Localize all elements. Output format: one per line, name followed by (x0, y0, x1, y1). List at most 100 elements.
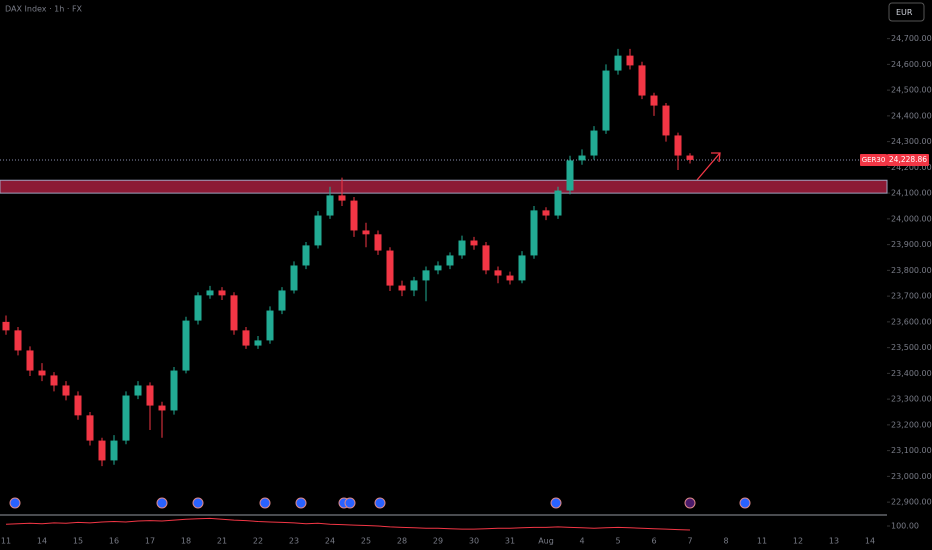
candle-body (470, 240, 478, 246)
arrow-annotation (696, 152, 721, 181)
candle-body (242, 330, 250, 346)
event-icon[interactable] (374, 497, 386, 509)
candle-body (338, 195, 346, 201)
candle-body (554, 190, 562, 216)
currency-button[interactable] (888, 2, 925, 22)
y-tick-label: 24,500.00 (891, 86, 932, 95)
candle-body (74, 395, 82, 416)
candle-body (62, 385, 70, 396)
event-icon[interactable] (739, 497, 751, 509)
candle-body (494, 270, 502, 276)
symbol-badge (860, 153, 887, 166)
candle-body (14, 330, 22, 351)
candle-body (530, 210, 538, 256)
candle-body (422, 270, 430, 281)
x-tick-label: 24 (325, 537, 335, 546)
event-icon[interactable] (684, 497, 696, 509)
candle-body (590, 130, 598, 156)
x-tick-label: 23 (289, 537, 299, 546)
candle-body (542, 210, 550, 216)
x-tick-label: 15 (73, 537, 83, 546)
symbol-label: GER30 (862, 156, 886, 164)
x-tick-label: 31 (505, 537, 515, 546)
y-tick-label: 23,700.00 (891, 292, 932, 301)
y-tick-label: 23,000.00 (891, 472, 932, 481)
candle-body (218, 290, 226, 296)
candle-body (122, 395, 130, 441)
candle-body (314, 215, 322, 246)
candle-body (254, 340, 262, 346)
x-tick-label: 21 (217, 537, 227, 546)
candle-body (410, 280, 418, 291)
candle-body (674, 135, 682, 156)
candle-body (458, 240, 466, 256)
y-tick-label: 22,900.00 (891, 498, 932, 507)
indicator-line (5, 517, 691, 531)
candle-body (170, 370, 178, 411)
candle-body (434, 265, 442, 271)
candle-body (638, 65, 646, 96)
x-tick-label: 25 (361, 537, 371, 546)
candle-body (194, 295, 202, 321)
candle-body (362, 230, 370, 235)
event-icon[interactable] (156, 497, 168, 509)
candle-body (686, 155, 694, 160)
candle-body (650, 95, 658, 106)
y-tick-label: 23,100.00 (891, 446, 932, 455)
event-icon[interactable] (550, 497, 562, 509)
x-tick-label: 30 (469, 537, 479, 546)
candle-body (146, 385, 154, 406)
y-tick-label: 24,700.00 (891, 34, 932, 43)
candle-body (626, 55, 634, 66)
event-icon[interactable] (344, 497, 356, 509)
candle-body (374, 234, 382, 251)
event-icon[interactable] (259, 497, 271, 509)
y-tick-label: 23,200.00 (891, 420, 932, 429)
candle-body (614, 55, 622, 71)
y-tick-label: 23,400.00 (891, 369, 932, 378)
event-icon[interactable] (9, 497, 21, 509)
y-tick-label: 23,900.00 (891, 240, 932, 249)
x-tick-label: 14 (37, 537, 47, 546)
candle-body (266, 310, 274, 341)
x-tick-label: 5 (615, 537, 620, 546)
x-tick-label: 8 (723, 537, 728, 546)
event-icon[interactable] (192, 497, 204, 509)
candle-body (446, 255, 454, 266)
candle-body (182, 320, 190, 371)
price-badge (887, 153, 929, 166)
candle-body (518, 255, 526, 281)
candle-body (290, 265, 298, 291)
x-tick-label: 11 (757, 537, 767, 546)
candle-body (110, 440, 118, 461)
x-tick-label: 22 (253, 537, 263, 546)
x-tick-label: 18 (181, 537, 191, 546)
candle-body (662, 105, 670, 136)
y-tick-label: 24,000.00 (891, 214, 932, 223)
candle-body (278, 290, 286, 311)
candle-body (50, 375, 58, 386)
y-tick-label: 24,200.00 (891, 163, 932, 172)
chart-title: DAX Index · 1h · FX (5, 5, 83, 14)
event-icon[interactable] (295, 497, 307, 509)
candle-body (26, 350, 34, 371)
y-tick-label: 23,500.00 (891, 343, 932, 352)
x-tick-label: Aug (538, 537, 554, 546)
candle-body (326, 195, 334, 216)
currency-label[interactable]: EUR (896, 8, 913, 17)
candle-body (302, 245, 310, 266)
x-tick-label: 7 (687, 537, 692, 546)
y-tick-label: 23,300.00 (891, 395, 932, 404)
x-tick-label: 4 (579, 537, 584, 546)
candle-body (398, 285, 406, 291)
candle-body (386, 250, 394, 286)
x-tick-label: 6 (651, 537, 656, 546)
candle-body (134, 385, 142, 396)
x-tick-label: 11 (1, 537, 11, 546)
y-tick-label: 24,100.00 (891, 189, 932, 198)
x-tick-label: 17 (145, 537, 155, 546)
x-tick-label: 29 (433, 537, 443, 546)
candle-body (158, 405, 166, 411)
